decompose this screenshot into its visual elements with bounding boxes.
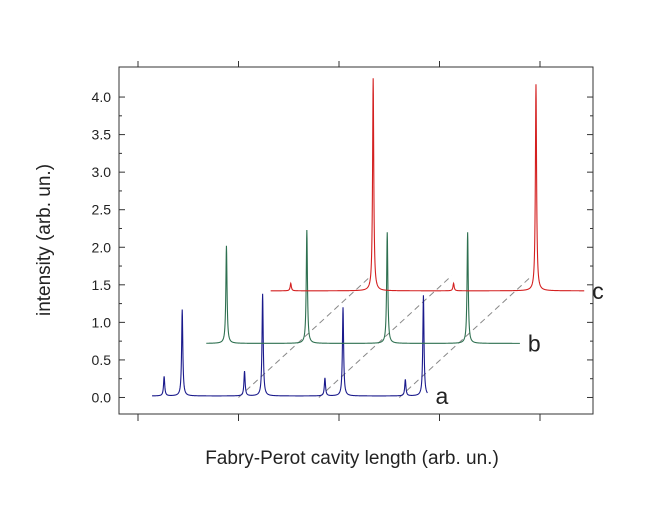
- y-tick-label: 2.5: [92, 202, 112, 218]
- y-tick-label: 2.0: [92, 239, 112, 255]
- y-tick-label: 0.5: [92, 352, 112, 368]
- y-tick-label: 0.0: [92, 389, 112, 405]
- x-axis-label: Fabry-Perot cavity length (arb. un.): [205, 448, 499, 469]
- y-tick-label: 3.5: [92, 127, 112, 143]
- y-tick-label: 1.0: [92, 314, 112, 330]
- guide-line: [398, 275, 533, 398]
- y-tick-label: 1.5: [92, 277, 112, 293]
- x-axis: [137, 61, 541, 421]
- series-layer: [152, 78, 585, 397]
- series-labels: a b c: [435, 278, 603, 409]
- series-c-label: c: [592, 278, 604, 304]
- series-b-label: b: [528, 330, 541, 356]
- plot-frame: [118, 66, 594, 415]
- y-axis-label: intensity (arb. un.): [34, 164, 55, 316]
- guide-lines: [238, 275, 533, 398]
- series-c-line: [270, 78, 585, 292]
- y-tick-label: 3.0: [92, 164, 112, 180]
- series-a-label: a: [435, 383, 448, 409]
- guide-line: [318, 275, 452, 398]
- y-axis: 0.0 0.5 1.0 1.5 2.0 2.5 3.0 3.5 4.0: [92, 89, 593, 405]
- y-tick-label: 4.0: [92, 89, 112, 105]
- series-b-line: [206, 229, 520, 344]
- series-a-line: [152, 293, 428, 397]
- guide-line: [238, 275, 372, 398]
